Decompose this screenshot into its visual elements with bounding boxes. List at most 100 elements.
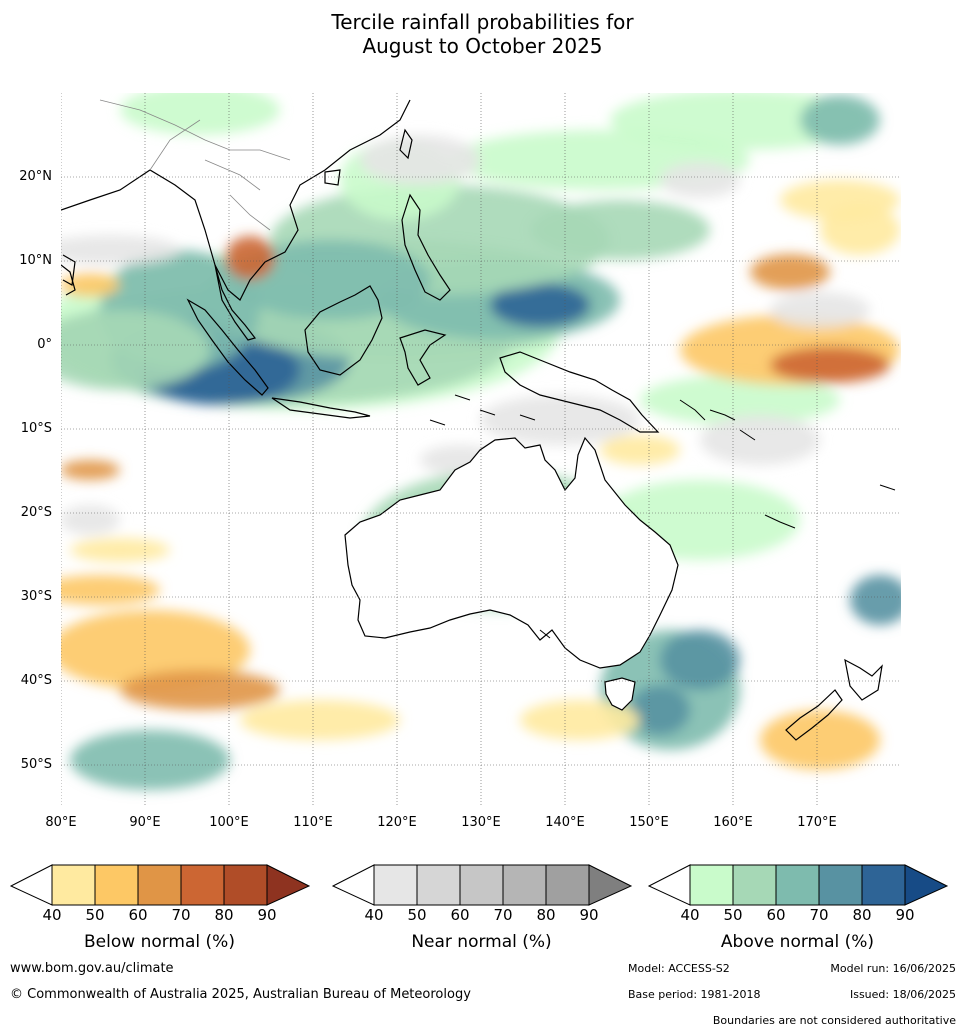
colorbar-tick-label: 50 (85, 906, 105, 924)
colorbar-segment (732, 864, 777, 906)
latitude-label: 30°S (20, 589, 52, 604)
probability-region (61, 610, 250, 690)
probability-region (800, 95, 880, 145)
title-line-2: August to October 2025 (362, 34, 603, 58)
probability-region (640, 375, 840, 425)
map-title: Tercile rainfall probabilities for Augus… (0, 10, 965, 58)
colorbar (10, 864, 311, 906)
probability-region (225, 236, 275, 280)
australia-coastline (344, 436, 679, 669)
probability-region (61, 273, 120, 297)
title-line-1: Tercile rainfall probabilities for (331, 10, 634, 34)
colorbar (648, 864, 949, 906)
colorbar-segment (416, 864, 461, 906)
longitude-label: 130°E (461, 815, 501, 830)
probability-region (230, 240, 430, 320)
colorbar-tick-label: 80 (852, 906, 872, 924)
longitude-label: 170°E (797, 815, 837, 830)
colorbar-tick-label: 60 (766, 906, 786, 924)
colorbar-segment (904, 864, 949, 906)
colorbar-segment (818, 864, 863, 906)
probability-region (520, 700, 640, 740)
colorbar-tick-label: 50 (723, 906, 743, 924)
copyright-notice: © Commonwealth of Australia 2025, Austra… (10, 987, 471, 1002)
colorbar-segment (332, 864, 375, 906)
probability-region (600, 435, 680, 465)
colorbar-segment (266, 864, 311, 906)
boundary-disclaimer: Boundaries are not considered authoritat… (712, 1014, 956, 1027)
rainfall-probability-map (61, 93, 901, 807)
latitude-label: 20°N (19, 169, 52, 184)
longitude-label: 120°E (377, 815, 417, 830)
colorbar-title: Near normal (%) (411, 932, 552, 952)
model-run-date: Model run: 16/06/2025 (830, 962, 956, 975)
latitude-label: 0° (37, 337, 52, 352)
probability-region (61, 575, 160, 605)
colorbar-tick-label: 80 (536, 906, 556, 924)
colorbar-tick-label: 90 (579, 906, 599, 924)
model-name: Model: ACCESS-S2 (628, 962, 730, 975)
sumatra-coastline (186, 298, 269, 396)
borneo-coastline (304, 285, 383, 376)
probability-region (700, 415, 820, 465)
colorbar-tick-label: 90 (895, 906, 915, 924)
base-period: Base period: 1981-2018 (628, 988, 761, 1001)
probability-region (70, 730, 230, 790)
colorbar-tick-label: 60 (450, 906, 470, 924)
colorbar-segment (545, 864, 590, 906)
colorbar-segment (689, 864, 734, 906)
colorbar-segment (180, 864, 225, 906)
probability-region (61, 505, 120, 535)
colorbar-tick-label: 40 (364, 906, 384, 924)
bom-url[interactable]: www.bom.gov.au/climate (10, 961, 174, 976)
probability-region (780, 180, 900, 220)
colorbar-segment (373, 864, 418, 906)
probability-region (240, 700, 400, 740)
longitude-label: 150°E (629, 815, 669, 830)
colorbar-segment (223, 864, 268, 906)
latitude-label: 50°S (20, 757, 52, 772)
colorbar-tick-label: 50 (407, 906, 427, 924)
colorbar-tick-label: 80 (214, 906, 234, 924)
probability-region (480, 395, 640, 445)
probability-region (360, 135, 480, 185)
probability-region (120, 670, 280, 710)
longitude-label: 110°E (293, 815, 333, 830)
longitude-label: 160°E (713, 815, 753, 830)
colorbar (332, 864, 633, 906)
probability-region (760, 710, 880, 770)
java-coastline (271, 397, 371, 419)
colorbar-tick-label: 70 (171, 906, 191, 924)
sulawesi-coastline (399, 329, 447, 386)
latitude-label: 20°S (20, 505, 52, 520)
colorbar-tick-label: 90 (257, 906, 277, 924)
probability-region (660, 630, 740, 690)
probability-region (630, 685, 690, 735)
colorbar-tick-label: 70 (493, 906, 513, 924)
colorbar-segment (94, 864, 139, 906)
colorbar-tick-label: 60 (128, 906, 148, 924)
latitude-label: 40°S (20, 673, 52, 688)
colorbar-tick-label: 70 (809, 906, 829, 924)
colorbar-segment (502, 864, 547, 906)
colorbar-segment (10, 864, 53, 906)
colorbar-segment (775, 864, 820, 906)
probability-region (61, 310, 210, 390)
probability-region (850, 575, 901, 625)
colorbar-title: Below normal (%) (84, 932, 235, 952)
longitude-label: 100°E (209, 815, 249, 830)
colorbar-segment (137, 864, 182, 906)
new-zealand-coastline (844, 658, 883, 701)
colorbar-segment (459, 864, 504, 906)
issued-date: Issued: 18/06/2025 (849, 988, 956, 1001)
probability-region (61, 235, 180, 265)
probability-region (70, 538, 170, 562)
colorbar-segment (861, 864, 906, 906)
colorbar-title: Above normal (%) (720, 932, 875, 952)
colorbar-segment (588, 864, 633, 906)
longitude-label: 80°E (45, 815, 77, 830)
colorbar-segment (51, 864, 96, 906)
latitude-label: 10°N (19, 253, 52, 268)
se-asia-coastline (61, 99, 411, 301)
longitude-label: 140°E (545, 815, 585, 830)
